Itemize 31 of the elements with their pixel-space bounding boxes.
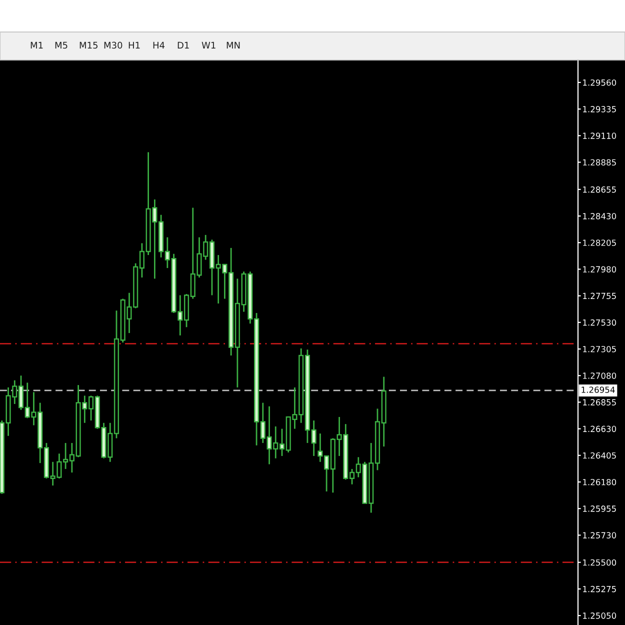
y-tick-label: 1.29335 <box>583 106 616 112</box>
text: W1 <box>202 42 216 48</box>
y-tick-label: 1.28885 <box>583 159 616 166</box>
y-tick-label: 1.25500 <box>583 559 616 566</box>
y-tick-label: 1.26405 <box>583 452 616 459</box>
y-tick-label: 1.25955 <box>583 506 616 512</box>
y-tick-label: 1.27755 <box>583 292 616 300</box>
text: M5 <box>55 42 68 49</box>
y-tick-label: 1.29560 <box>583 79 616 86</box>
y-tick-label: 1.29110 <box>583 132 616 139</box>
y-tick-label: 1.25730 <box>583 532 616 538</box>
text: MN <box>226 42 240 48</box>
y-tick-label: 1.26180 <box>583 478 616 486</box>
y-tick-label: 1.28205 <box>583 240 616 246</box>
y-tick-label: 1.27530 <box>583 319 616 326</box>
y-tick-label: 1.28655 <box>583 186 616 193</box>
y-tick-label: 1.27080 <box>583 372 616 379</box>
ref-line-label: 1.26954 <box>582 386 615 393</box>
y-tick-label: 1.28430 <box>583 213 616 220</box>
text: M1 <box>30 42 43 48</box>
y-tick-label: 1.25275 <box>583 586 616 592</box>
y-tick-label: 1.25050 <box>583 612 616 619</box>
y-tick-label: 1.27305 <box>583 346 616 352</box>
text: H1 <box>128 42 140 48</box>
text: M30 <box>104 42 122 49</box>
y-tick-label: 1.27980 <box>583 266 616 272</box>
y-tick-label: 1.26855 <box>583 399 616 406</box>
text: M15 <box>80 42 98 49</box>
text: D1 <box>178 42 189 48</box>
y-tick-label: 1.26630 <box>583 426 616 432</box>
text: H4 <box>153 42 165 48</box>
